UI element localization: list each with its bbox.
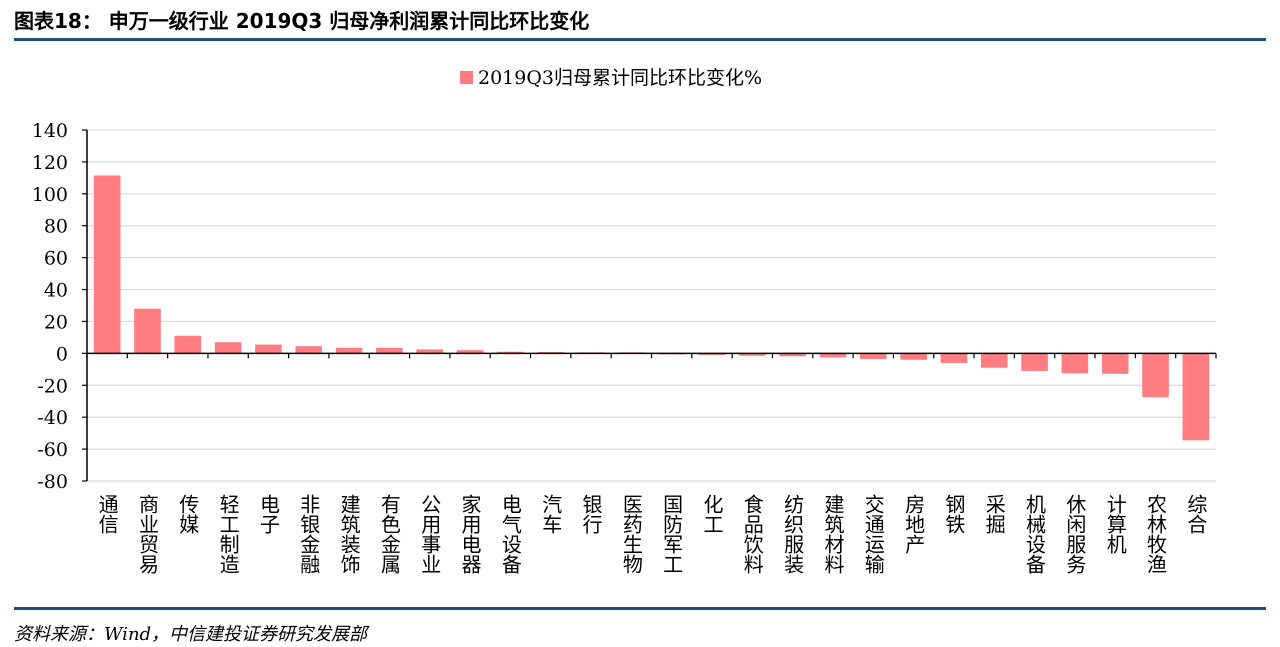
bar [376,347,403,354]
x-tick-label: 电子 [256,494,280,534]
x-tick-label: 钢铁 [942,494,966,534]
legend-swatch [460,71,473,84]
legend-label: 2019Q3归母累计同比环比变化% [478,67,762,89]
x-tick-label: 商业贸易 [135,494,159,575]
y-tick-label: -60 [37,439,68,461]
axes [82,129,1217,482]
bar [1142,353,1169,398]
x-tick-label: 化工 [700,494,724,534]
y-tick-label: 20 [44,311,68,333]
y-tick-label: 60 [44,248,68,270]
x-tick-label: 传媒 [176,494,200,534]
x-tick-label: 交通运输 [861,494,885,574]
figure-title: 图表18： 申万一级行业 2019Q3 归母净利润累计同比环比变化 [14,9,590,33]
bar [900,353,927,360]
x-tick-label: 家用电器 [458,494,482,574]
bar [295,346,323,354]
bars [93,175,1210,441]
source-note: 资料来源：Wind，中信建投证券研究发展部 [14,624,368,645]
x-tick-labels: 通信 商业贸易 传媒 轻工制造 电子 非银金融 建筑装饰 有色金属 公用事业 家用电器 电气设备 汽车… [95,494,1208,575]
x-tick-label: 建筑装饰 [337,494,361,574]
bar [93,175,121,354]
x-tick-label: 农林牧渔 [1144,494,1168,574]
bar [214,342,242,354]
bar [940,353,968,363]
x-tick-label: 轻工制造 [216,494,240,574]
y-tick-label: 0 [56,343,68,365]
legend: 2019Q3归母累计同比环比变化% [460,67,762,89]
x-tick-label: 食品饮料 [740,494,764,574]
x-tick-label: 有色金属 [377,494,401,575]
x-tick-label: 纺织服装 [781,494,805,574]
bar [416,349,444,354]
x-tick-label: 非银金融 [297,494,321,574]
x-tick-label: 采掘 [982,494,1006,534]
y-tick-label: 40 [44,280,68,302]
bar [698,353,726,355]
gridlines [87,129,1216,482]
x-tick-label: 国防军工 [660,494,684,574]
y-tick-label: 120 [32,152,68,174]
x-tick-label: 计算机 [1103,494,1127,554]
x-tick-label: 通信 [95,494,119,534]
y-tick-label: 80 [44,216,68,238]
bar [134,308,161,354]
y-tick-label: -80 [37,471,68,493]
bar [980,353,1008,368]
x-tick-label: 医药生物 [619,494,643,574]
bar [255,344,282,354]
x-tick-label: 公用事业 [418,494,442,574]
bar [1061,353,1089,374]
bar [1101,353,1129,374]
x-tick-label: 建筑材料 [821,494,845,574]
x-tick-label: 休闲服务 [1063,494,1087,574]
x-tick-label: 电气设备 [498,494,522,574]
x-tick-label: 房地产 [902,494,926,554]
y-tick-label: -40 [37,407,68,429]
x-tick-label: 综合 [1184,494,1208,534]
bar [456,350,484,354]
x-tick-label: 银行 [579,494,603,534]
y-tick-label: -20 [37,375,68,397]
bar [497,351,524,354]
x-tick-label: 机械设备 [1023,494,1047,574]
bar [174,335,202,354]
y-tick-label: 100 [32,184,68,206]
bar [738,353,766,356]
bar [779,353,806,357]
bar [1182,353,1210,441]
bar [819,353,847,358]
y-tick-label: 140 [32,120,68,142]
title-rule [14,38,1266,41]
bar [335,347,363,354]
x-tick-label: 汽车 [539,494,563,534]
footer-rule [14,607,1266,610]
bar [859,353,887,359]
y-tick-labels: 140 120 100 80 60 40 20 0 -20 -40 -60 -80 [32,120,68,493]
bar [1021,353,1048,371]
